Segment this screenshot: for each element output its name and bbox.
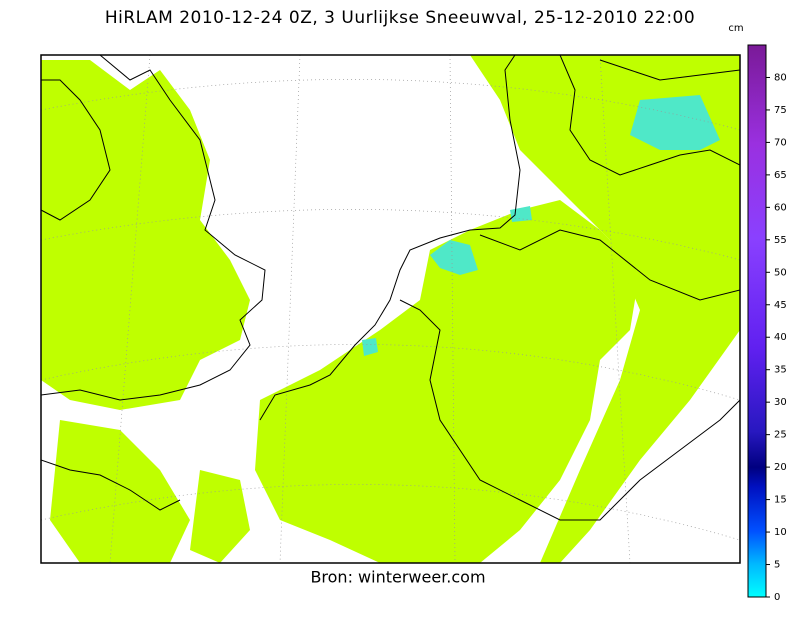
colorbar-tick-label: 45 — [774, 300, 787, 311]
colorbar-tick-label: 0 — [774, 592, 780, 603]
colorbar-unit: cm — [728, 23, 743, 34]
colorbar-tick-label: 65 — [774, 170, 787, 181]
colorbar-tick-label: 20 — [774, 462, 787, 473]
colorbar-tick-label: 10 — [774, 527, 787, 538]
snow-areas — [41, 55, 740, 563]
colorbar-ticks: 0 5 10 15 20 25 30 35 40 45 50 55 60 65 70 75 80 — [766, 72, 787, 603]
graticule — [41, 55, 740, 563]
colorbar-tick-label: 15 — [774, 495, 787, 506]
colorbar — [747, 44, 767, 598]
map-frame — [40, 54, 741, 564]
colorbar-tick-label: 75 — [774, 105, 787, 116]
colorbar-tick-label: 70 — [774, 137, 787, 148]
coastlines — [41, 55, 740, 521]
source: Bron: winterweer.com — [310, 568, 485, 587]
colorbar-tick-label: 35 — [774, 365, 787, 376]
colorbar-tick-label: 50 — [774, 267, 787, 278]
colorbar-tick-label: 5 — [774, 560, 780, 571]
colorbar-tick-label: 25 — [774, 430, 787, 441]
colorbar-tick-label: 80 — [774, 72, 787, 83]
colorbar-tick-label: 40 — [774, 332, 787, 343]
map — [41, 55, 740, 563]
colorbar-tick-label: 55 — [774, 235, 787, 246]
title: HiRLAM 2010-12-24 0Z, 3 Uurlijkse Sneeuw… — [105, 8, 695, 28]
colorbar-tick-label: 60 — [774, 202, 787, 213]
colorbar-tick-label: 30 — [774, 397, 787, 408]
